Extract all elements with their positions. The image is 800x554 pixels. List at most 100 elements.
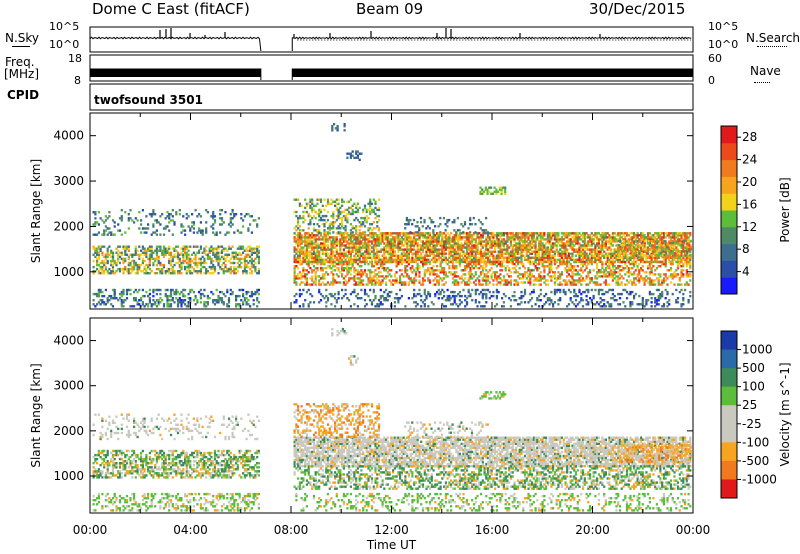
echo-cell	[377, 244, 381, 247]
echo-cell	[154, 249, 157, 252]
echo-cell	[233, 261, 236, 265]
echo-cell	[355, 252, 358, 255]
echo-cell	[187, 303, 190, 306]
echo-cell	[342, 232, 345, 235]
echo-cell	[249, 249, 252, 252]
echo-cell	[94, 211, 97, 214]
echo-cell	[152, 211, 155, 214]
echo-cell	[96, 257, 99, 261]
echo-cell	[385, 250, 388, 253]
echo-cell	[523, 273, 527, 276]
echo-cell	[409, 238, 412, 241]
echo-cell	[136, 290, 139, 294]
echo-cell	[386, 267, 389, 270]
echo-cell	[256, 290, 259, 294]
echo-cell	[117, 249, 120, 252]
echo-cell	[92, 211, 95, 214]
echo-cell	[219, 209, 222, 212]
echo-cell	[99, 247, 102, 250]
echo-cell	[502, 275, 505, 278]
echo-cell	[182, 247, 185, 250]
echo-cell	[226, 270, 229, 273]
echo-cell	[227, 301, 231, 304]
echo-cell	[212, 263, 215, 267]
echo-cell	[134, 288, 137, 292]
echo-cell	[219, 251, 222, 254]
echo-cell	[335, 250, 338, 253]
echo-cell	[171, 270, 174, 273]
echo-cell	[256, 272, 259, 275]
echo-cell	[379, 232, 382, 235]
echo-cell	[219, 245, 222, 248]
echo-cell	[108, 215, 111, 218]
echo-cell	[495, 271, 498, 274]
echo-cell	[297, 267, 300, 270]
echo-cell	[178, 253, 181, 256]
echo-cell	[348, 279, 351, 282]
echo-cell	[166, 294, 169, 298]
echo-cell	[175, 249, 178, 252]
echo-cell	[325, 283, 328, 286]
echo-cell	[113, 288, 116, 292]
echo-cell	[657, 279, 660, 282]
echo-cell	[402, 232, 405, 235]
echo-cell	[189, 272, 192, 275]
echo-cell	[689, 232, 692, 235]
echo-cell	[393, 238, 396, 241]
echo-cell	[358, 252, 361, 255]
echo-cell	[166, 303, 169, 306]
echo-cell	[171, 267, 174, 271]
echo-cell	[399, 234, 402, 237]
echo-cell	[120, 303, 123, 306]
echo-cell	[192, 245, 195, 248]
echo-cell	[481, 269, 484, 272]
echo-cell	[634, 260, 637, 264]
echo-cell	[319, 242, 323, 245]
echo-cell	[182, 253, 185, 256]
echo-cell	[145, 215, 148, 218]
echo-cell	[421, 234, 425, 237]
echo-cell	[212, 215, 215, 218]
echo-cell	[111, 267, 115, 271]
echo-cell	[233, 255, 236, 259]
echo-cell	[397, 248, 400, 251]
echo-cell	[106, 299, 109, 302]
echo-cell	[212, 247, 215, 250]
echo-cell	[353, 267, 356, 270]
echo-cell	[97, 231, 100, 234]
echo-cell	[155, 263, 158, 267]
echo-cell	[376, 242, 379, 245]
echo-cell	[400, 248, 403, 251]
echo-cell	[506, 240, 509, 243]
echo-cell	[392, 246, 395, 249]
echo-cell	[348, 248, 351, 251]
echo-cell	[386, 240, 389, 243]
echo-cell	[309, 242, 312, 245]
echo-cell	[293, 236, 296, 239]
echo-cell	[311, 275, 314, 278]
echo-cell	[444, 252, 447, 255]
echo-cell	[341, 252, 344, 255]
echo-cell	[180, 263, 183, 267]
echo-cell	[386, 250, 389, 253]
echo-cell	[423, 273, 426, 276]
echo-cell	[337, 252, 340, 255]
echo-cell	[392, 232, 395, 235]
echo-cell	[420, 258, 423, 261]
echo-cell	[106, 217, 109, 220]
echo-cell	[175, 211, 178, 214]
echo-cell	[199, 301, 202, 304]
echo-cell	[404, 238, 407, 241]
echo-cell	[171, 299, 174, 302]
echo-cell	[199, 292, 202, 296]
echo-cell	[295, 234, 298, 237]
echo-cell	[110, 303, 113, 306]
echo-cell	[145, 253, 148, 256]
echo-cell	[249, 247, 252, 250]
echo-cell	[348, 256, 351, 259]
echo-cell	[304, 252, 307, 255]
echo-cell	[661, 283, 664, 286]
echo-cell	[406, 236, 409, 239]
echo-cell	[124, 267, 127, 271]
echo-cell	[353, 244, 356, 247]
